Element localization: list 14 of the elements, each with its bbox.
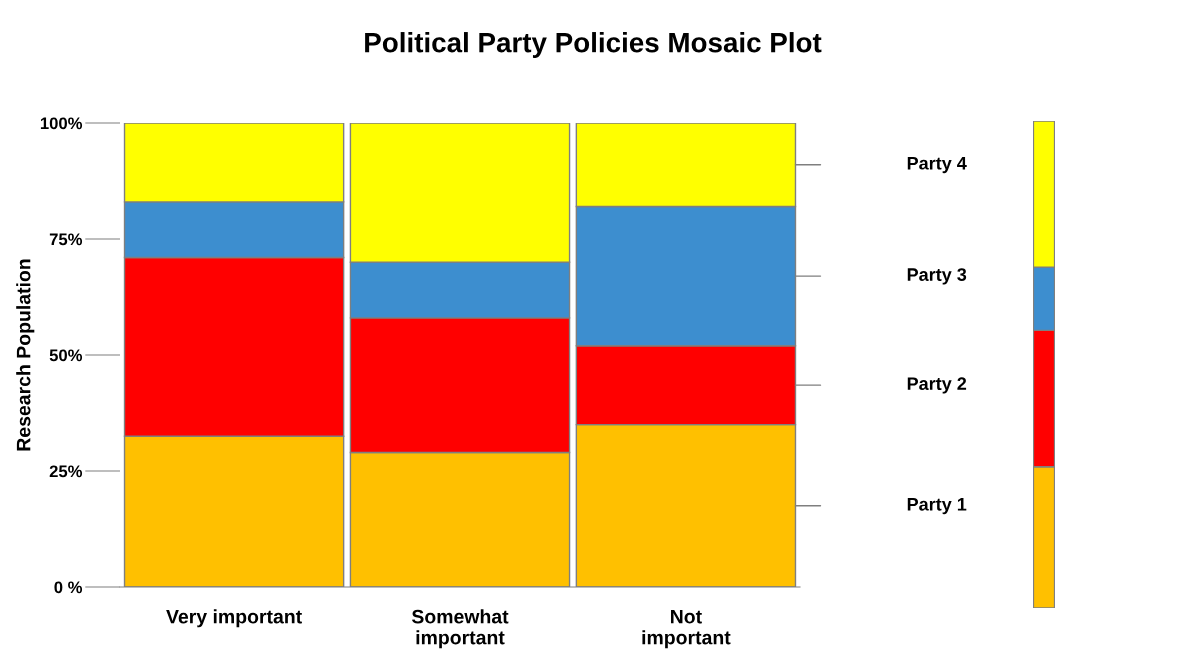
text: Party 1 — [907, 498, 967, 515]
x-tick-label: Not important — [642, 609, 731, 649]
y-tick-label: 100% — [40, 117, 83, 130]
y-axis-title: Research Population — [16, 259, 35, 451]
chart-title: Political Party Policies Mosaic Plot — [365, 32, 822, 58]
text: Party 4 — [907, 157, 967, 174]
text: Party 2 — [907, 377, 967, 394]
y-tick-label: 0 % — [54, 581, 83, 594]
y-tick-label: 25% — [49, 465, 83, 478]
x-tick-label: Somewhat important — [411, 609, 509, 649]
y-tick-label: 75% — [49, 233, 83, 246]
text: Party 3 — [907, 268, 967, 285]
x-tick-label: Very important — [166, 609, 302, 628]
y-tick-label: 50% — [49, 349, 83, 362]
